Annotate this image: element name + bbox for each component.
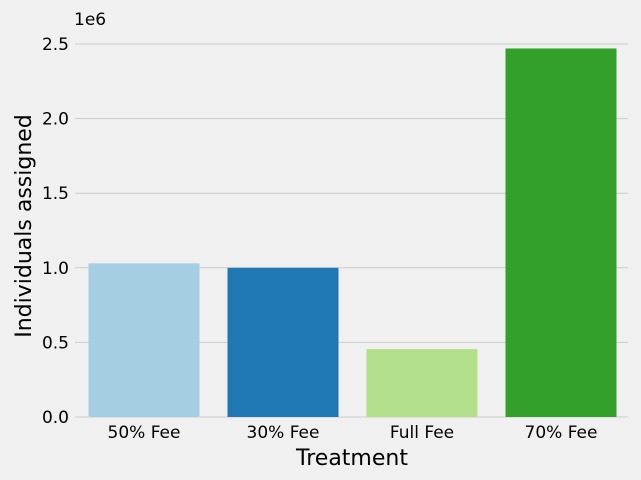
y-tick-label: 2.0: [42, 110, 69, 130]
x-tick-labels: 50% Fee 30% Fee Full Fee 70% Fee: [108, 423, 598, 443]
y-axis-label: Individuals assigned: [12, 114, 37, 338]
y-offset-label: 1e6: [74, 10, 106, 30]
y-tick-label: 1.0: [42, 259, 69, 279]
bar: [366, 349, 478, 417]
x-tick-label: 30% Fee: [247, 423, 320, 443]
y-tick-label: 2.5: [42, 35, 69, 55]
x-tick-label: Full Fee: [390, 423, 454, 443]
y-tick-labels: 0.0 0.5 1.0 1.5 2.0 2.5: [42, 35, 69, 428]
bar: [227, 267, 339, 417]
x-tick-label: 50% Fee: [108, 423, 181, 443]
y-tick-label: 0.5: [42, 333, 69, 353]
x-tick-label: 70% Fee: [525, 423, 598, 443]
y-tick-label: 1.5: [42, 184, 69, 204]
x-axis-label: Treatment: [295, 446, 408, 471]
bar: [88, 263, 200, 417]
bar: [505, 48, 617, 417]
bars: [88, 48, 617, 417]
y-tick-label: 0.0: [42, 408, 69, 428]
